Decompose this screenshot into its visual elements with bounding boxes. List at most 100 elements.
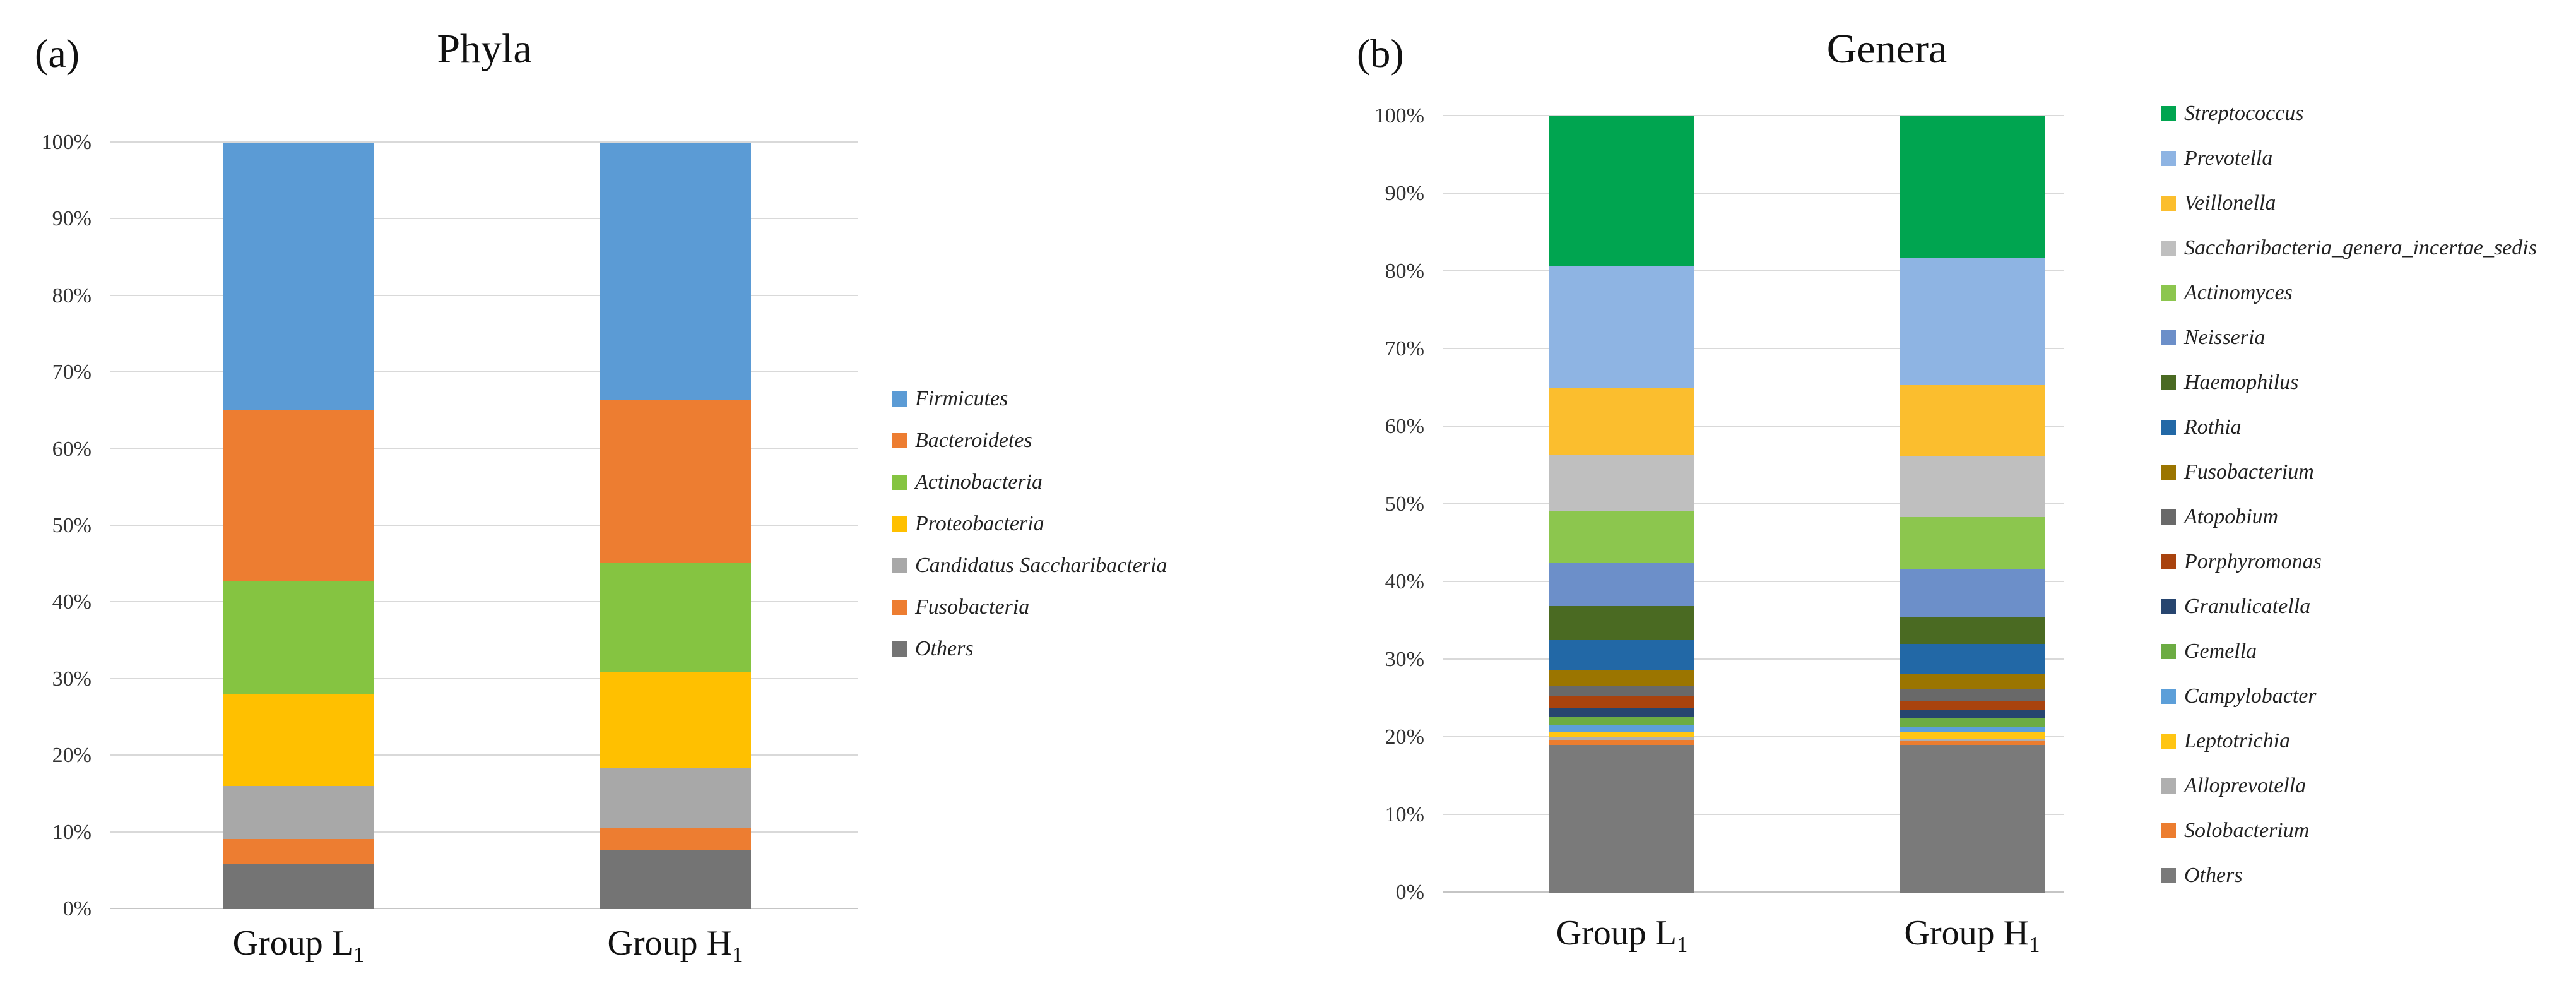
- y-axis-tick-90%: 90%: [52, 207, 92, 230]
- bar-segment-actinomyces-group-h1: [1900, 516, 2045, 569]
- bar-segment-fusobacteria-group-l1: [223, 839, 374, 864]
- bar-segment-prevotella-group-h1: [1900, 257, 2045, 385]
- legend-label-candidatus-saccharibacteria: Candidatus Saccharibacteria: [915, 554, 1167, 577]
- bar-segment-saccharibacteria-genera-incertae-sedis-group-l1: [1549, 455, 1694, 512]
- legend-item-atopobium: Atopobium: [2161, 494, 2537, 539]
- bar-segment-proteobacteria-group-l1: [223, 694, 374, 786]
- legend-label-solobacterium: Solobacterium: [2184, 818, 2310, 842]
- legend-item-fusobacterium: Fusobacterium: [2161, 449, 2537, 494]
- y-axis-tick-60%: 60%: [52, 437, 92, 461]
- bar-segment-streptococcus-group-l1: [1549, 116, 1694, 266]
- x-axis-label-group-h1: Group H1: [607, 924, 743, 968]
- gridline-0%: [110, 908, 858, 909]
- gridline-10%: [110, 831, 858, 833]
- chart-title-genera: Genera: [1826, 26, 1947, 72]
- gridline-60%: [110, 448, 858, 449]
- legend-swatch-solobacterium: [2161, 823, 2176, 838]
- legend-item-fusobacteria: Fusobacteria: [892, 586, 1167, 628]
- legend-phyla: Firmicutes Bacteroidetes Actinobacteria Pro…: [892, 378, 1167, 670]
- bar-segment-campylobacter-group-l1: [1549, 725, 1694, 732]
- legend-swatch-veillonella: [2161, 195, 2176, 211]
- bar-segment-leptotrichia-group-h1: [1900, 732, 2045, 739]
- gridline-90%: [110, 218, 858, 220]
- bar-segment-leptotrichia-group-l1: [1549, 732, 1694, 737]
- legend-label-bacteroidetes: Bacteroidetes: [915, 429, 1032, 452]
- legend-item-firmicutes: Firmicutes: [892, 378, 1167, 420]
- bar-segment-atopobium-group-h1: [1900, 689, 2045, 701]
- chart-title-phyla: Phyla: [437, 26, 532, 72]
- bar-segment-neisseria-group-h1: [1900, 569, 2045, 617]
- legend-item-gemella: Gemella: [2161, 629, 2537, 674]
- legend-swatch-actinomyces: [2161, 285, 2176, 301]
- y-axis-tick-80%: 80%: [52, 284, 92, 307]
- x-axis-label-group-l1: Group L1: [232, 924, 365, 968]
- legend-swatch-atopobium: [2161, 509, 2176, 525]
- legend-item-alloprevotella: Alloprevotella: [2161, 763, 2537, 808]
- legend-label-firmicutes: Firmicutes: [915, 387, 1008, 410]
- legend-swatch-fusobacterium: [2161, 464, 2176, 480]
- legend-label-campylobacter: Campylobacter: [2184, 684, 2317, 708]
- legend-swatch-candidatus-saccharibacteria: [892, 558, 907, 573]
- legend-item-candidatus-saccharibacteria: Candidatus Saccharibacteria: [892, 545, 1167, 586]
- gridline-100%: [1443, 115, 2064, 116]
- bar-segment-solobacterium-group-h1: [1900, 740, 2045, 746]
- y-axis-tick-10%: 10%: [52, 821, 92, 844]
- legend-item-haemophilus: Haemophilus: [2161, 360, 2537, 405]
- bar-segment-rothia-group-l1: [1549, 639, 1694, 670]
- bar-segment-actinobacteria-group-h1: [600, 563, 751, 672]
- y-axis-tick-60%: 60%: [1385, 415, 1424, 438]
- legend-item-neisseria: Neisseria: [2161, 315, 2537, 360]
- y-axis-tick-10%: 10%: [1385, 803, 1424, 826]
- gridline-40%: [110, 601, 858, 603]
- bar-segment-neisseria-group-l1: [1549, 563, 1694, 607]
- legend-swatch-others: [2161, 867, 2176, 883]
- gridline-90%: [1443, 193, 2064, 194]
- bar-segment-others-group-l1: [1549, 745, 1694, 893]
- legend-swatch-porphyromonas: [2161, 554, 2176, 569]
- gridline-20%: [1443, 736, 2064, 737]
- bar-segment-solobacterium-group-l1: [1549, 739, 1694, 746]
- stacked-bar-group-l1: [1549, 116, 1694, 893]
- gridline-30%: [1443, 658, 2064, 660]
- stacked-bar-group-h1: [600, 143, 751, 909]
- bar-segment-haemophilus-group-h1: [1900, 617, 2045, 645]
- y-axis-tick-100%: 100%: [41, 131, 92, 154]
- gridline-70%: [110, 371, 858, 373]
- legend-item-leptotrichia: Leptotrichia: [2161, 718, 2537, 763]
- bar-segment-prevotella-group-l1: [1549, 266, 1694, 388]
- bar-segment-gemella-group-l1: [1549, 717, 1694, 726]
- legend-item-actinomyces: Actinomyces: [2161, 270, 2537, 315]
- legend-swatch-leptotrichia: [2161, 733, 2176, 749]
- bar-segment-others-group-h1: [1900, 745, 2045, 893]
- legend-swatch-neisseria: [2161, 330, 2176, 345]
- bar-segment-proteobacteria-group-h1: [600, 671, 751, 768]
- bar-segment-veillonella-group-l1: [1549, 388, 1694, 455]
- legend-label-streptococcus: Streptococcus: [2184, 101, 2304, 125]
- legend-label-saccharibacteria-genera-incertae-sedis: Saccharibacteria_genera_incertae_sedis: [2184, 235, 2537, 259]
- legend-label-alloprevotella: Alloprevotella: [2184, 773, 2307, 797]
- bar-segment-bacteroidetes-group-l1: [223, 410, 374, 581]
- bar-segment-porphyromonas-group-h1: [1900, 701, 2045, 710]
- panel-label-b: (b): [1357, 31, 1404, 76]
- legend-item-campylobacter: Campylobacter: [2161, 674, 2537, 718]
- panel-label-a: (a): [35, 31, 80, 76]
- legend-label-actinobacteria: Actinobacteria: [915, 470, 1043, 494]
- bar-segment-others-group-l1: [223, 864, 374, 909]
- legend-item-solobacterium: Solobacterium: [2161, 808, 2537, 853]
- bar-segment-firmicutes-group-l1: [223, 143, 374, 410]
- legend-swatch-others: [892, 641, 907, 657]
- y-axis-tick-80%: 80%: [1385, 259, 1424, 283]
- legend-swatch-firmicutes: [892, 391, 907, 407]
- legend-swatch-actinobacteria: [892, 475, 907, 490]
- legend-swatch-granulicatella: [2161, 598, 2176, 614]
- legend-swatch-fusobacteria: [892, 600, 907, 615]
- gridline-20%: [110, 754, 858, 756]
- legend-label-fusobacteria: Fusobacteria: [915, 595, 1030, 619]
- gridline-0%: [1443, 891, 2064, 893]
- bar-segment-candidatus-saccharibacteria-group-h1: [600, 768, 751, 829]
- legend-label-actinomyces: Actinomyces: [2184, 280, 2293, 304]
- gridline-70%: [1443, 348, 2064, 349]
- legend-label-granulicatella: Granulicatella: [2184, 594, 2311, 618]
- bar-segment-candidatus-saccharibacteria-group-l1: [223, 785, 374, 840]
- bar-segment-actinobacteria-group-l1: [223, 581, 374, 695]
